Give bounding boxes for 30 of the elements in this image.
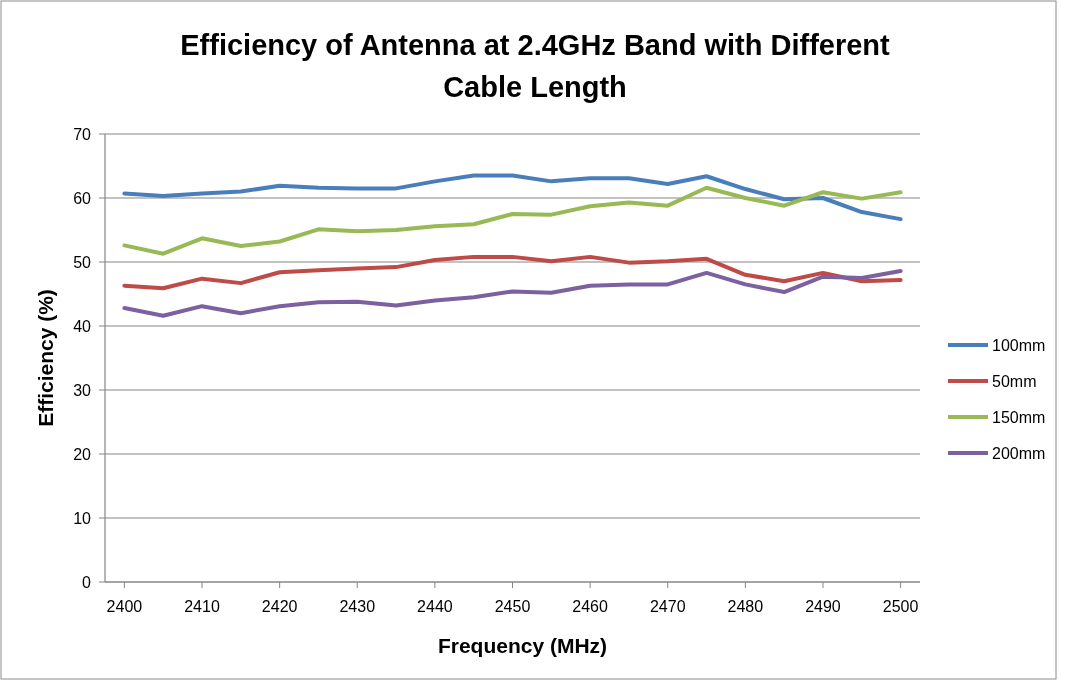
chart-title: Efficiency of Antenna at 2.4GHz Band with Different Cable Length: [180, 29, 891, 103]
x-tick-label: 2420: [261, 598, 298, 615]
y-tick-label: 10: [73, 509, 92, 527]
y-axis-title: Efficiency (%): [34, 289, 57, 427]
x-tick-label: 2480: [727, 598, 764, 615]
legend-label: 100mm: [992, 336, 1046, 354]
x-tick-label: 2400: [106, 598, 143, 615]
y-tick-label: 60: [73, 189, 92, 207]
x-tick-label: 2430: [339, 598, 376, 615]
y-tick-label: 40: [73, 317, 92, 335]
x-tick-label: 2450: [494, 598, 531, 615]
y-tick-label: 0: [82, 573, 92, 591]
y-tick-label: 20: [73, 445, 92, 463]
y-tick-label: 50: [73, 253, 92, 271]
y-tick-label: 70: [73, 125, 92, 143]
line-series: [122, 254, 903, 291]
x-tick-label: 2490: [805, 598, 841, 615]
legend-label: 150mm: [992, 408, 1046, 426]
x-tick-label: 2470: [649, 598, 686, 615]
legend-label: 200mm: [992, 444, 1046, 462]
x-tick-label: 2500: [882, 598, 919, 615]
line-series: [122, 185, 903, 256]
x-tick-label: 2410: [184, 598, 220, 615]
y-tick-label: 30: [73, 381, 92, 399]
line-series: [122, 173, 903, 222]
legend-label: 50mm: [992, 372, 1037, 390]
x-axis-title: Frequency (MHz): [437, 634, 608, 657]
line-series: [122, 268, 903, 318]
x-tick-label: 2440: [417, 598, 453, 615]
x-tick-label: 2460: [572, 598, 609, 615]
